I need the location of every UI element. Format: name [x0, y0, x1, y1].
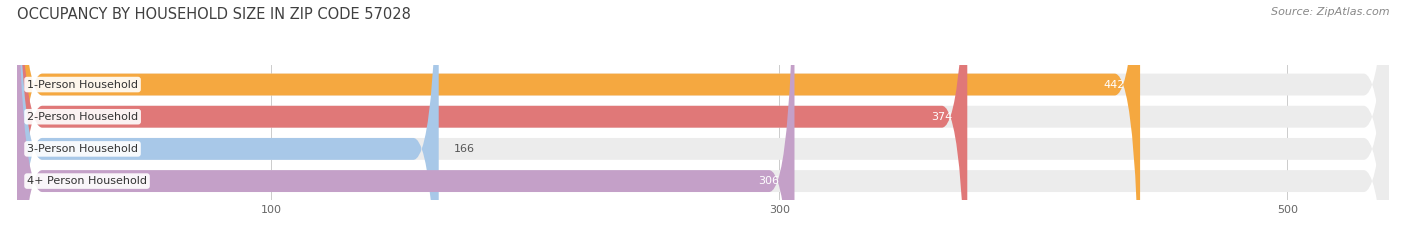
FancyBboxPatch shape	[17, 0, 1389, 233]
Text: 3-Person Household: 3-Person Household	[27, 144, 138, 154]
Text: Source: ZipAtlas.com: Source: ZipAtlas.com	[1271, 7, 1389, 17]
Text: 306: 306	[758, 176, 779, 186]
Text: 1-Person Household: 1-Person Household	[27, 79, 138, 89]
Text: 442: 442	[1104, 79, 1125, 89]
FancyBboxPatch shape	[17, 0, 439, 233]
Text: 374: 374	[931, 112, 952, 122]
FancyBboxPatch shape	[17, 0, 1389, 233]
Text: OCCUPANCY BY HOUSEHOLD SIZE IN ZIP CODE 57028: OCCUPANCY BY HOUSEHOLD SIZE IN ZIP CODE …	[17, 7, 411, 22]
FancyBboxPatch shape	[17, 0, 967, 233]
FancyBboxPatch shape	[17, 0, 1389, 233]
Text: 2-Person Household: 2-Person Household	[27, 112, 138, 122]
FancyBboxPatch shape	[17, 0, 1389, 233]
Text: 166: 166	[454, 144, 475, 154]
Text: 4+ Person Household: 4+ Person Household	[27, 176, 148, 186]
FancyBboxPatch shape	[17, 0, 1140, 233]
FancyBboxPatch shape	[17, 0, 794, 233]
